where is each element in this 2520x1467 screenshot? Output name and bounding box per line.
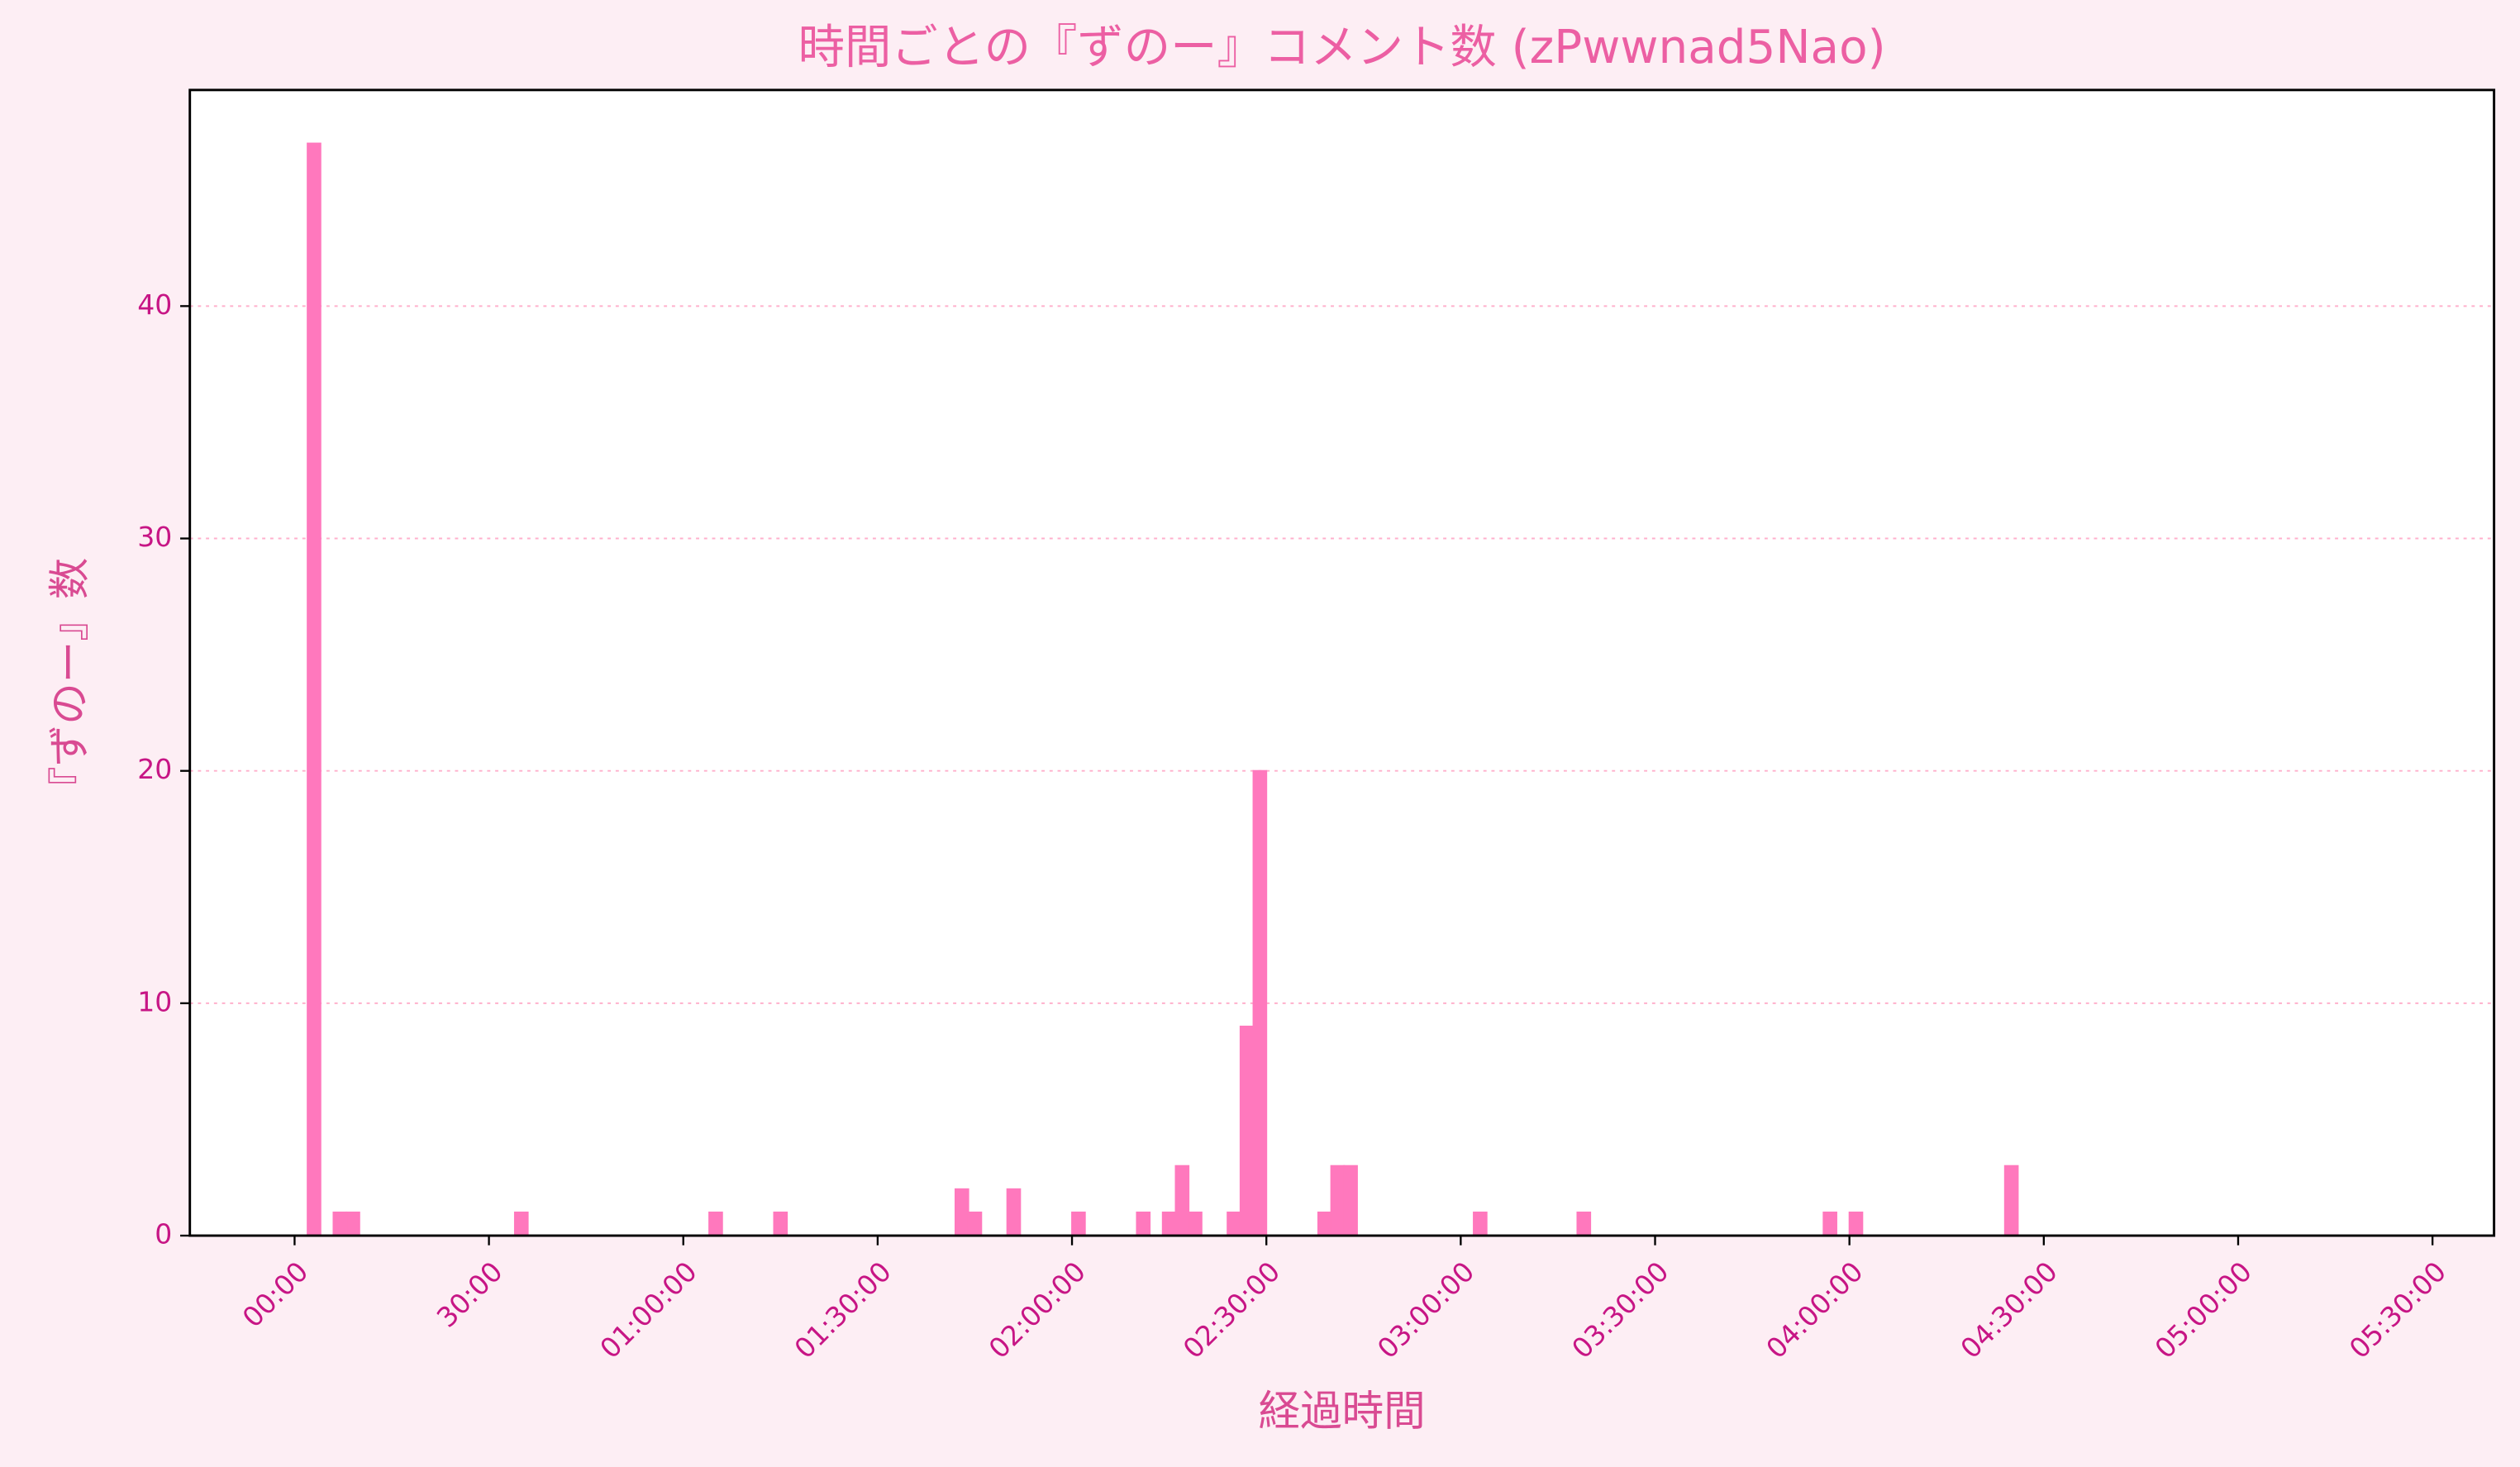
bar (1227, 1211, 1241, 1237)
bar (1330, 1165, 1346, 1237)
bar (1343, 1165, 1358, 1237)
chart-title: 時間ごとの『ずのー』コメント数 (zPwwnad5Nao) (798, 21, 1886, 74)
bar (1006, 1188, 1022, 1237)
bar (345, 1211, 360, 1237)
bar (1252, 769, 1268, 1237)
bar (1576, 1211, 1592, 1237)
bar (2003, 1165, 2019, 1237)
bar (1136, 1211, 1151, 1237)
bars (307, 142, 2019, 1237)
y-tick-label: 30 (137, 521, 172, 553)
bar (1317, 1211, 1332, 1237)
bar (307, 142, 322, 1237)
bar (1822, 1211, 1837, 1237)
bar (708, 1211, 723, 1237)
bar (1161, 1211, 1177, 1237)
bar (1848, 1211, 1864, 1237)
bar (1473, 1211, 1488, 1237)
bar (513, 1211, 529, 1237)
bar (1071, 1211, 1086, 1237)
plot-area (189, 89, 2494, 1236)
y-tick-label: 10 (137, 985, 172, 1017)
bar (1188, 1211, 1203, 1237)
x-axis-label: 経過時間 (1259, 1386, 1426, 1435)
y-tick-label: 40 (137, 288, 172, 321)
plot-frame (188, 88, 2496, 1237)
y-tick-label: 0 (155, 1218, 172, 1250)
y-axis-label: 『ずのー』数 (45, 558, 93, 808)
y-tick-label: 20 (137, 753, 172, 785)
bar (954, 1188, 969, 1237)
bar (773, 1211, 788, 1237)
bar (967, 1211, 983, 1237)
bar (1174, 1165, 1190, 1237)
bar (1239, 1026, 1255, 1237)
bar (332, 1211, 348, 1237)
